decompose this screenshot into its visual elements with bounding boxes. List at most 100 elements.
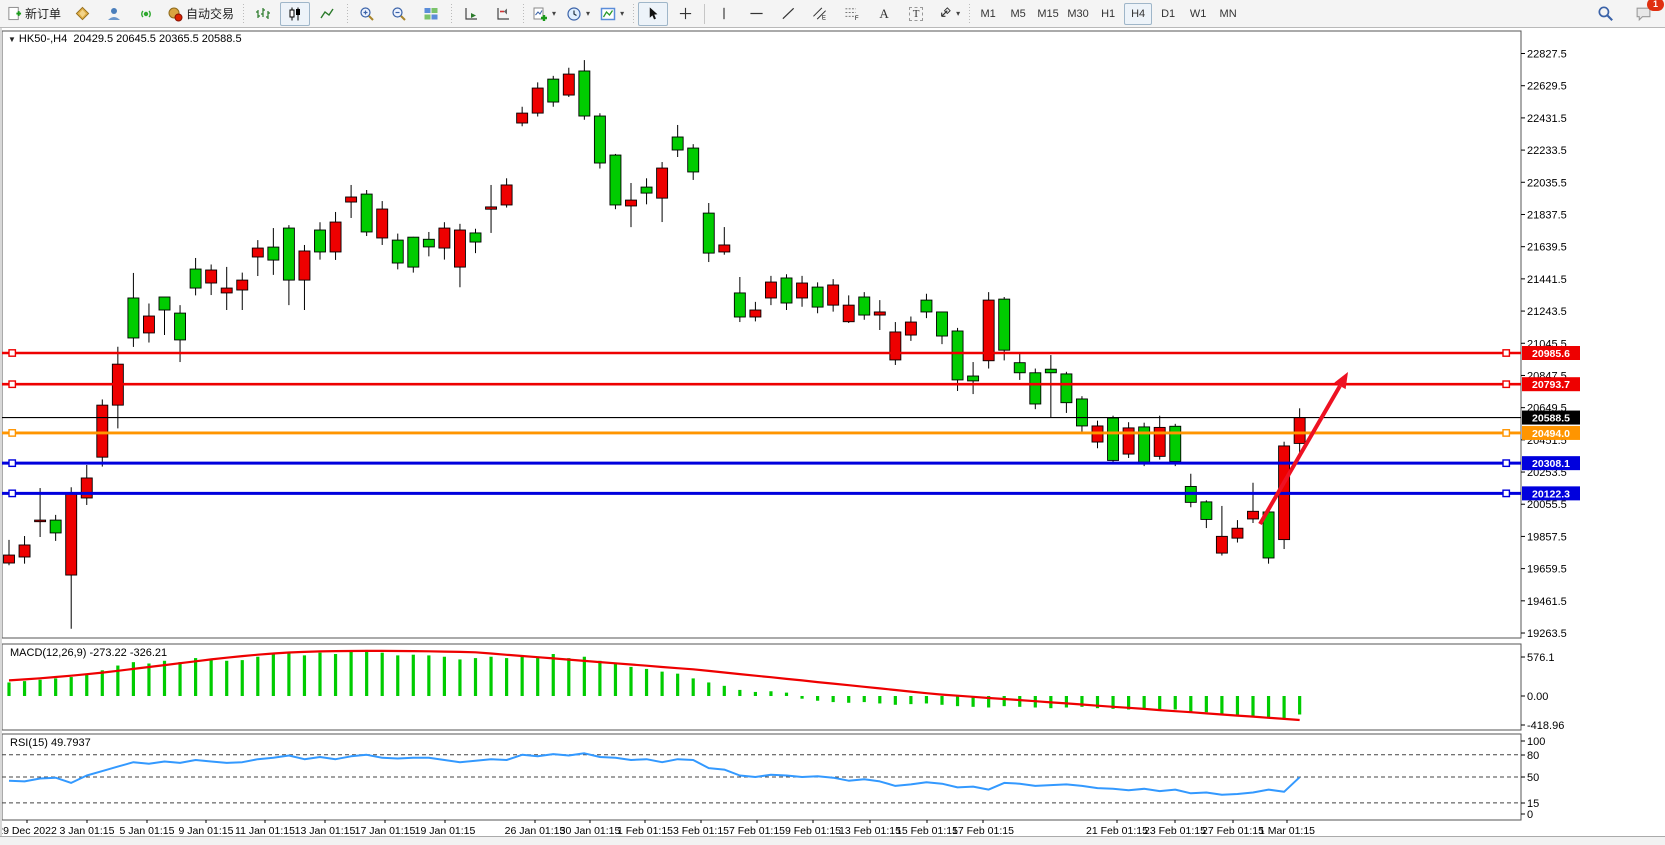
candle xyxy=(873,311,886,316)
candle xyxy=(842,304,855,323)
time-label: 15 Feb 01:15 xyxy=(896,825,958,836)
cursor-tool-button[interactable] xyxy=(638,1,669,26)
line-handle xyxy=(8,349,17,357)
line-chart-button[interactable] xyxy=(312,2,342,26)
price-badge-label: 20793.7 xyxy=(1532,379,1570,391)
indicator-tick-label: 0 xyxy=(1527,809,1533,821)
timeframe-d1[interactable]: D1 xyxy=(1161,7,1176,20)
candle xyxy=(593,115,606,164)
new-order-button[interactable]: 新订单 xyxy=(3,2,65,26)
chart-shift-button[interactable] xyxy=(488,2,518,26)
candle xyxy=(656,167,669,199)
timeframe-h1[interactable]: H1 xyxy=(1101,7,1116,20)
timeframe-m5[interactable]: M5 xyxy=(1010,7,1026,20)
notifications-button[interactable]: 1 xyxy=(1628,0,1664,26)
candle xyxy=(702,212,715,254)
crosshair-tool-button[interactable] xyxy=(670,2,700,26)
text-tool[interactable]: A xyxy=(869,2,899,26)
price-tick-label: 19659.5 xyxy=(1527,564,1567,576)
new-chart-icon xyxy=(533,7,548,21)
horizontal-line-icon xyxy=(749,12,763,15)
candle xyxy=(469,232,482,243)
indicator-tick-label: 15 xyxy=(1527,798,1539,810)
bar-chart-icon xyxy=(256,7,271,19)
hline-20494.0[interactable]: 20494.0 xyxy=(2,425,1580,440)
bar-chart-button[interactable] xyxy=(248,2,278,26)
candle xyxy=(625,199,637,207)
candle xyxy=(920,299,933,313)
search-button[interactable] xyxy=(1590,2,1620,26)
signals-button[interactable] xyxy=(131,2,161,26)
candle xyxy=(578,70,591,117)
toolbar: 新订单 自动交易 ▾ ▾ xyxy=(0,0,1665,28)
trend-arrow-annotation[interactable] xyxy=(1258,372,1348,526)
toolbar-grip xyxy=(345,3,350,24)
macd-signal-line xyxy=(8,649,1300,722)
price-badge-label: 20308.1 xyxy=(1532,458,1570,470)
candle xyxy=(1107,417,1120,461)
chart-canvas[interactable]: 22827.5 22629.5 22431.5 22233.5 22035.5 21837… xyxy=(0,28,1665,836)
channel-tool[interactable]: E xyxy=(805,2,835,26)
candle xyxy=(282,227,295,281)
candle xyxy=(34,519,47,523)
zoom-out-button[interactable] xyxy=(384,2,414,26)
indicator-tick-label: 80 xyxy=(1527,750,1539,762)
auto-trading-button[interactable]: 自动交易 xyxy=(163,2,238,26)
candle xyxy=(1169,425,1182,463)
price-tick-label: 22827.5 xyxy=(1527,49,1567,61)
time-label: 30 Jan 01:15 xyxy=(560,825,621,836)
arrows-tool[interactable]: ▾ xyxy=(933,2,964,26)
toolbar-grip xyxy=(631,3,636,24)
price-badge xyxy=(1522,377,1580,392)
text-tool-icon: A xyxy=(879,5,889,21)
hline-20985.6[interactable]: 20985.6 xyxy=(2,346,1580,360)
candle xyxy=(80,477,93,499)
timeframe-m1[interactable]: M1 xyxy=(980,7,996,20)
timeframe-h4[interactable]: H4 xyxy=(1124,2,1153,25)
indicators-button[interactable]: ▾ xyxy=(596,2,628,26)
timeframe-w1[interactable]: W1 xyxy=(1189,7,1207,20)
horizontal-line-tool[interactable] xyxy=(741,2,771,26)
hline-20122.3[interactable]: 20122.3 xyxy=(2,486,1580,501)
price-badge xyxy=(1522,486,1580,501)
tile-windows-button[interactable] xyxy=(416,2,446,26)
line-chart-icon xyxy=(320,8,334,18)
symbol-dropdown-icon[interactable]: ▼ xyxy=(8,35,16,44)
fibonacci-tool[interactable]: F xyxy=(837,2,867,26)
candlestick-chart-button[interactable] xyxy=(280,1,311,26)
toolbar-grip xyxy=(967,3,972,24)
candle xyxy=(687,147,700,173)
text-label-tool[interactable]: T xyxy=(901,2,931,26)
price-badge xyxy=(1522,346,1580,360)
market-button[interactable] xyxy=(67,2,97,26)
price-tick-label: 21639.5 xyxy=(1527,242,1567,254)
trendline-tool[interactable] xyxy=(773,2,803,26)
candle xyxy=(65,492,78,576)
symbol-info-row[interactable]: ▼ HK50-,H4 20429.5 20645.5 20365.5 20588.… xyxy=(8,33,242,45)
rsi-line xyxy=(8,752,1301,796)
vertical-line-tool[interactable] xyxy=(709,2,739,26)
tile-windows-icon xyxy=(424,7,438,19)
timeframe-m30[interactable]: M30 xyxy=(1067,7,1089,20)
auto-scroll-button[interactable] xyxy=(456,2,486,26)
price-tick-label: 21243.5 xyxy=(1527,306,1567,318)
periods-button[interactable]: ▾ xyxy=(562,2,594,26)
zoom-in-button[interactable] xyxy=(352,2,382,26)
timeframe-mn[interactable]: MN xyxy=(1219,7,1237,20)
toolbar-grip xyxy=(449,3,454,24)
macd-series xyxy=(7,649,1302,722)
channel-icon: E xyxy=(813,7,827,21)
hline-20793.7[interactable]: 20793.7 xyxy=(2,377,1580,392)
fibonacci-icon: F xyxy=(845,8,859,21)
candle xyxy=(733,292,746,318)
arrows-tool-icon xyxy=(941,7,951,17)
candle xyxy=(1231,527,1244,539)
chart-shift-icon xyxy=(497,7,510,20)
hline-20308.1[interactable]: 20308.1 xyxy=(2,456,1580,471)
community-button[interactable] xyxy=(99,2,129,26)
time-label: 9 Feb 01:15 xyxy=(785,825,841,836)
candle xyxy=(407,236,420,268)
price-tick-label: 19857.5 xyxy=(1527,531,1567,543)
new-chart-button[interactable]: ▾ xyxy=(528,2,560,26)
timeframe-m15[interactable]: M15 xyxy=(1037,7,1059,20)
